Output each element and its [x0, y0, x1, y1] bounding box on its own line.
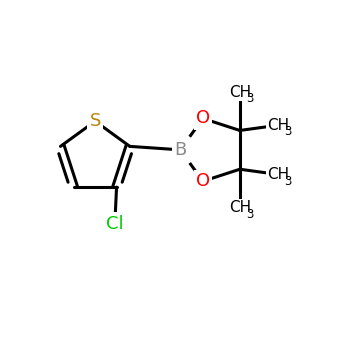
Text: 3: 3	[246, 92, 253, 105]
Text: S: S	[90, 112, 101, 130]
Text: O: O	[196, 172, 210, 190]
Text: CH: CH	[229, 200, 251, 215]
Text: B: B	[174, 141, 186, 159]
Text: CH: CH	[229, 85, 251, 100]
Text: 3: 3	[284, 175, 292, 188]
Text: CH: CH	[267, 167, 289, 182]
Text: 3: 3	[246, 208, 253, 220]
Text: O: O	[196, 110, 210, 127]
Text: 3: 3	[284, 125, 292, 138]
Text: CH: CH	[267, 118, 289, 133]
Text: Cl: Cl	[106, 215, 124, 233]
